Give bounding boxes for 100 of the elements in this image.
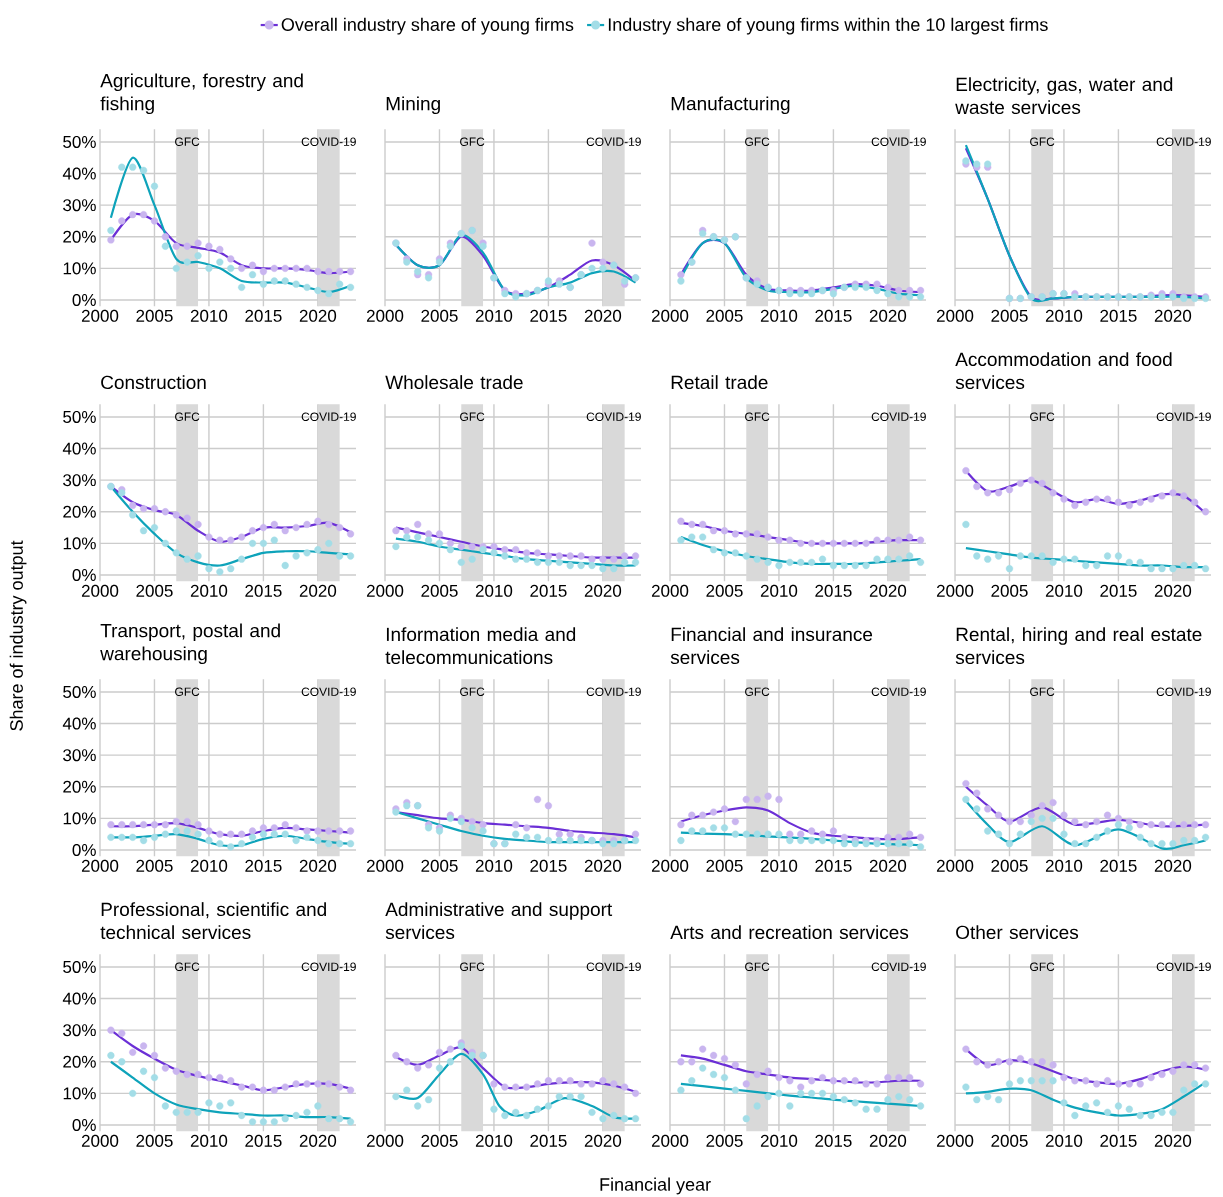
x-tick-label: 2005 bbox=[421, 584, 458, 597]
band-label: GFC bbox=[460, 412, 485, 421]
band-label: COVID-19 bbox=[871, 137, 926, 146]
chart-title: Rental, hiring and real estate services bbox=[955, 627, 1202, 665]
x-tick-label: 2005 bbox=[991, 309, 1028, 322]
x-tick-label: 2005 bbox=[991, 584, 1028, 597]
band-label: COVID-19 bbox=[871, 412, 926, 421]
band-label: COVID-19 bbox=[1156, 687, 1211, 696]
x-tick-label: 2000 bbox=[81, 1134, 119, 1147]
y-tick-label: 0% bbox=[72, 293, 96, 306]
y-tick-label: 20% bbox=[63, 230, 96, 243]
band-label: GFC bbox=[175, 412, 200, 421]
x-tick-label: 2010 bbox=[760, 309, 798, 322]
x-tick-label: 2010 bbox=[190, 584, 228, 597]
x-tick-label: 2015 bbox=[245, 584, 282, 597]
x-tick-label: 2020 bbox=[869, 584, 907, 597]
x-tick-label: 2005 bbox=[706, 309, 743, 322]
y-tick-label: 50% bbox=[63, 410, 96, 423]
x-tick-label: 2000 bbox=[366, 1134, 404, 1147]
x-tick-label: 2010 bbox=[760, 859, 798, 872]
x-tick-label: 2010 bbox=[475, 309, 513, 322]
y-tick-label: 30% bbox=[63, 749, 96, 762]
x-tick-label: 2015 bbox=[815, 584, 852, 597]
x-tick-label: 2015 bbox=[1100, 1134, 1137, 1147]
y-tick-label: 20% bbox=[63, 780, 96, 793]
y-axis-title: Share of industry output bbox=[9, 540, 27, 731]
y-tick-label: 0% bbox=[72, 843, 96, 856]
x-tick-label: 2005 bbox=[136, 1134, 173, 1147]
x-tick-label: 2020 bbox=[1154, 584, 1192, 597]
band-label: COVID-19 bbox=[301, 962, 356, 971]
x-tick-label: 2000 bbox=[936, 859, 974, 872]
x-axis-title: Financial year bbox=[600, 1177, 711, 1195]
band-label: COVID-19 bbox=[871, 687, 926, 696]
y-tick-label: 50% bbox=[63, 135, 96, 148]
x-tick-label: 2005 bbox=[136, 584, 173, 597]
y-tick-label: 10% bbox=[63, 262, 96, 275]
chart-title: Mining bbox=[386, 96, 440, 115]
x-tick-label: 2020 bbox=[584, 1134, 622, 1147]
x-tick-label: 2010 bbox=[475, 584, 513, 597]
band-label: GFC bbox=[460, 687, 485, 696]
chart-title: Professional, scientific and technical services bbox=[100, 902, 326, 940]
x-tick-label: 2000 bbox=[366, 309, 404, 322]
x-tick-label: 2000 bbox=[81, 309, 119, 322]
chart-title: Wholesale trade bbox=[385, 375, 523, 390]
band-label: COVID-19 bbox=[586, 962, 641, 971]
chart-title: Accommodation and food services bbox=[955, 352, 1172, 390]
x-tick-label: 2005 bbox=[136, 309, 173, 322]
x-tick-label: 2010 bbox=[190, 309, 228, 322]
x-tick-label: 2000 bbox=[366, 859, 404, 872]
x-tick-label: 2005 bbox=[421, 859, 458, 872]
x-tick-label: 2000 bbox=[81, 859, 119, 872]
x-tick-label: 2000 bbox=[651, 309, 689, 322]
band-label: COVID-19 bbox=[586, 412, 641, 421]
band-label: GFC bbox=[745, 137, 770, 146]
y-tick-label: 20% bbox=[63, 505, 96, 518]
x-tick-label: 2000 bbox=[651, 859, 689, 872]
y-tick-label: 50% bbox=[63, 960, 96, 973]
chart-title: Agriculture, forestry and fishing bbox=[100, 73, 303, 115]
band-label: COVID-19 bbox=[871, 962, 926, 971]
x-tick-label: 2000 bbox=[81, 584, 119, 597]
x-tick-label: 2015 bbox=[245, 1134, 282, 1147]
band-label: GFC bbox=[745, 962, 770, 971]
legend-label: Industry share of young firms within the 10 largest firms bbox=[608, 17, 1048, 35]
x-tick-label: 2010 bbox=[760, 584, 798, 597]
band-label: GFC bbox=[460, 962, 485, 971]
x-tick-label: 2000 bbox=[936, 1134, 974, 1147]
x-tick-label: 2015 bbox=[815, 1134, 852, 1147]
x-tick-label: 2005 bbox=[706, 859, 743, 872]
y-tick-label: 10% bbox=[63, 1087, 96, 1100]
x-tick-label: 2015 bbox=[1100, 309, 1137, 322]
x-tick-label: 2020 bbox=[299, 859, 337, 872]
chart-title: Retail trade bbox=[671, 375, 768, 390]
x-tick-label: 2020 bbox=[299, 309, 337, 322]
x-tick-label: 2020 bbox=[584, 859, 622, 872]
y-tick-label: 30% bbox=[63, 474, 96, 487]
chart-title: Construction bbox=[101, 375, 206, 390]
chart-title: Electricity, gas, water and waste services bbox=[955, 77, 1173, 115]
x-tick-label: 2010 bbox=[1045, 1134, 1083, 1147]
band-label: COVID-19 bbox=[586, 137, 641, 146]
x-tick-label: 2005 bbox=[421, 1134, 458, 1147]
x-tick-label: 2015 bbox=[530, 1134, 567, 1147]
y-tick-label: 20% bbox=[63, 1055, 96, 1068]
x-tick-label: 2010 bbox=[1045, 309, 1083, 322]
band-label: COVID-19 bbox=[301, 137, 356, 146]
band-label: COVID-19 bbox=[301, 412, 356, 421]
x-tick-label: 2015 bbox=[245, 309, 282, 322]
x-tick-label: 2010 bbox=[190, 1134, 228, 1147]
x-tick-label: 2005 bbox=[991, 1134, 1028, 1147]
x-tick-label: 2010 bbox=[190, 859, 228, 872]
x-tick-label: 2015 bbox=[530, 584, 567, 597]
band-label: GFC bbox=[1030, 687, 1055, 696]
band-label: GFC bbox=[745, 687, 770, 696]
band-label: GFC bbox=[460, 137, 485, 146]
x-tick-label: 2020 bbox=[869, 859, 907, 872]
y-tick-label: 0% bbox=[72, 568, 96, 581]
x-tick-label: 2005 bbox=[421, 309, 458, 322]
chart-title: Other services bbox=[956, 925, 1079, 940]
x-tick-label: 2020 bbox=[1154, 309, 1192, 322]
x-tick-label: 2015 bbox=[815, 309, 852, 322]
chart-title: Transport, postal and warehousing bbox=[100, 623, 280, 665]
